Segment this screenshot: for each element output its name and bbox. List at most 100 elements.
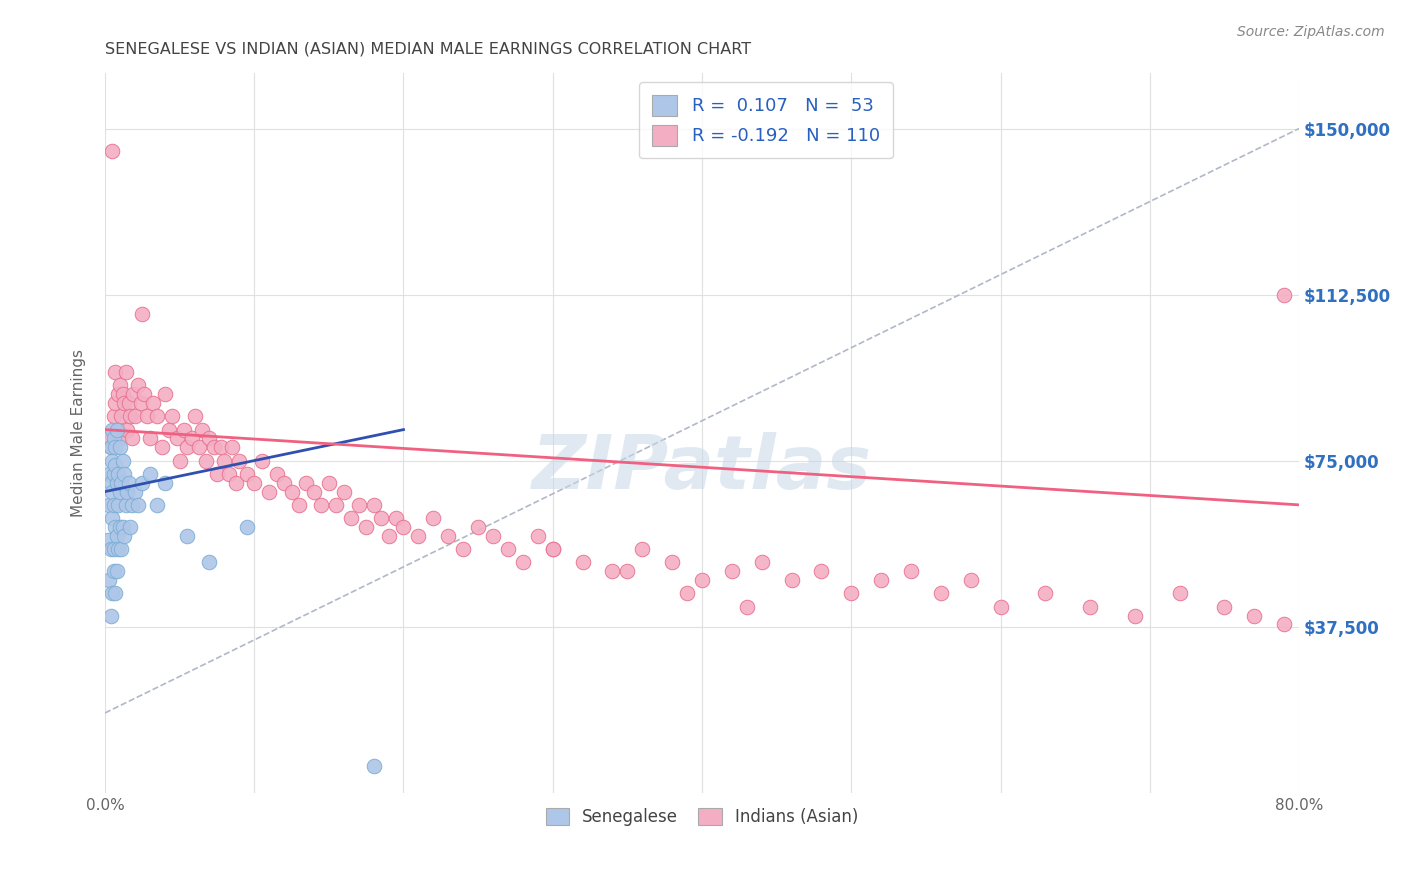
Point [191,423,214,437]
Point [103,498,125,512]
Point [103,564,125,578]
Point [188,440,211,454]
Point [107,498,129,512]
Point [112,529,135,543]
Point [101,144,124,158]
Point [115,365,138,379]
Point [104,458,127,472]
Point [135,409,157,424]
Point [104,586,127,600]
Point [118,475,141,490]
Point [132,387,155,401]
Point [105,475,128,490]
Point [100,475,122,490]
Point [1272,287,1295,301]
Point [176,440,198,454]
Point [363,759,385,773]
Point [721,564,744,578]
Point [333,484,356,499]
Point [676,586,699,600]
Point [98,498,121,512]
Point [839,586,862,600]
Point [108,484,131,499]
Point [1272,617,1295,632]
Point [129,396,152,410]
Point [110,409,132,424]
Point [104,396,127,410]
Point [101,423,124,437]
Point [100,608,122,623]
Point [1033,586,1056,600]
Point [236,520,259,534]
Point [482,529,505,543]
Text: SENEGALESE VS INDIAN (ASIAN) MEDIAN MALE EARNINGS CORRELATION CHART: SENEGALESE VS INDIAN (ASIAN) MEDIAN MALE… [105,42,751,57]
Point [101,453,124,467]
Point [160,409,183,424]
Point [120,520,142,534]
Point [105,423,128,437]
Point [602,564,624,578]
Point [325,498,347,512]
Point [1243,608,1265,623]
Point [311,498,333,512]
Point [100,542,122,557]
Point [139,432,162,446]
Point [370,511,392,525]
Point [541,542,564,557]
Point [127,378,149,392]
Point [318,475,340,490]
Point [108,378,131,392]
Point [236,467,259,481]
Point [225,475,247,490]
Text: Source: ZipAtlas.com: Source: ZipAtlas.com [1237,25,1385,39]
Point [422,511,444,525]
Point [127,498,149,512]
Point [900,564,922,578]
Point [131,475,153,490]
Point [100,440,122,454]
Y-axis label: Median Male Earnings: Median Male Earnings [72,349,86,517]
Point [103,432,125,446]
Point [121,432,143,446]
Point [243,475,266,490]
Point [571,556,593,570]
Point [1123,608,1146,623]
Point [153,475,176,490]
Point [302,484,325,499]
Point [104,440,127,454]
Point [142,396,165,410]
Point [139,467,162,481]
Point [120,409,142,424]
Point [266,467,288,481]
Point [180,432,202,446]
Point [100,440,122,454]
Point [111,453,134,467]
Point [661,556,683,570]
Point [929,586,952,600]
Point [214,453,236,467]
Point [112,396,135,410]
Point [103,542,125,557]
Point [202,440,225,454]
Point [631,542,654,557]
Point [98,467,121,481]
Point [183,409,205,424]
Point [104,520,127,534]
Legend: Senegalese, Indians (Asian): Senegalese, Indians (Asian) [537,800,866,835]
Point [198,432,221,446]
Point [541,542,564,557]
Point [780,573,803,587]
Point [108,432,131,446]
Point [117,484,139,499]
Point [110,542,132,557]
Point [107,542,129,557]
Point [150,440,173,454]
Point [104,365,127,379]
Point [257,484,280,499]
Point [690,573,713,587]
Point [103,409,125,424]
Point [105,423,128,437]
Point [169,453,191,467]
Point [288,498,311,512]
Point [363,498,385,512]
